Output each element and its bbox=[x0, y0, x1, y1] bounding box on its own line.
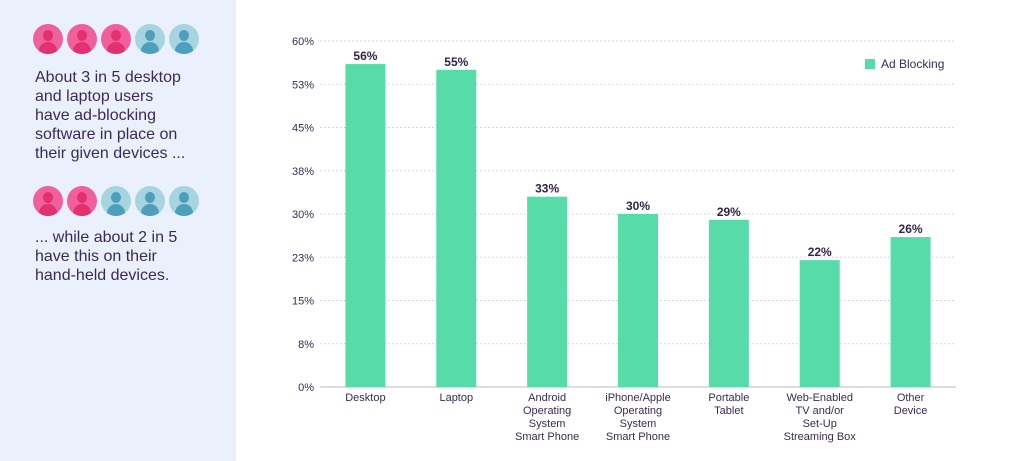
y-tick-label: 15% bbox=[292, 296, 314, 308]
desktop-stat-text: About 3 in 5 desktop and laptop users ha… bbox=[35, 69, 186, 162]
bar-1 bbox=[436, 69, 477, 387]
bar-value-label: 56% bbox=[353, 49, 377, 63]
x-tick-label: Android Operating System Smart Phone bbox=[515, 392, 579, 443]
handheld-stat-text: ... while about 2 in 5 have this on thei… bbox=[35, 229, 178, 284]
icon-row-handheld bbox=[33, 186, 199, 216]
bar-value-label: 22% bbox=[808, 245, 832, 259]
icon-row-desktop bbox=[33, 24, 199, 54]
bar-3 bbox=[618, 214, 658, 387]
person-icon bbox=[33, 186, 63, 216]
y-tick-label: 53% bbox=[292, 79, 314, 91]
y-tick-label: 60% bbox=[292, 36, 314, 48]
person-icon bbox=[33, 24, 63, 54]
y-tick-label: 30% bbox=[292, 209, 314, 221]
person-icon bbox=[101, 186, 131, 216]
person-icon bbox=[67, 186, 97, 216]
person-icon bbox=[169, 186, 199, 216]
person-icon bbox=[101, 24, 131, 54]
x-tick-label: Other Device bbox=[894, 392, 928, 417]
person-icon bbox=[67, 24, 97, 54]
x-tick-label: iPhone/Apple Operating System Smart Phone bbox=[605, 392, 670, 443]
x-tick-label: Desktop bbox=[345, 392, 385, 404]
legend-label: Ad Blocking bbox=[881, 57, 944, 71]
x-tick-label: Laptop bbox=[439, 392, 473, 404]
sidebar-panel: About 3 in 5 desktop and laptop users ha… bbox=[0, 0, 236, 461]
bar-4 bbox=[708, 219, 749, 387]
y-tick-label: 23% bbox=[292, 252, 314, 264]
legend-swatch bbox=[865, 59, 875, 69]
bar-2 bbox=[527, 196, 568, 387]
bar-value-label: 55% bbox=[444, 55, 468, 69]
bar-value-label: 33% bbox=[535, 182, 559, 196]
person-icon bbox=[169, 24, 199, 54]
x-tick-label: Web-Enabled TV and/or Set-Up Streaming Box bbox=[784, 392, 857, 443]
bar-value-label: 29% bbox=[717, 205, 741, 219]
y-tick-label: 38% bbox=[292, 166, 314, 178]
bar-6 bbox=[890, 237, 931, 387]
bar-5 bbox=[799, 260, 840, 387]
y-tick-label: 45% bbox=[292, 123, 314, 135]
person-icon bbox=[135, 24, 165, 54]
bar-0 bbox=[345, 64, 386, 388]
y-tick-label: 8% bbox=[298, 339, 314, 351]
y-tick-label: 0% bbox=[298, 382, 314, 394]
bar-value-label: 26% bbox=[899, 222, 923, 236]
person-icon bbox=[135, 186, 165, 216]
bar-value-label: 30% bbox=[626, 199, 650, 213]
ad-blocking-bar-chart: 0% 8% 15% 23% 30% 38% 45% 53% 60% 56% Desktop 55% La… bbox=[292, 36, 956, 443]
x-tick-label: Portable Tablet bbox=[708, 392, 749, 417]
